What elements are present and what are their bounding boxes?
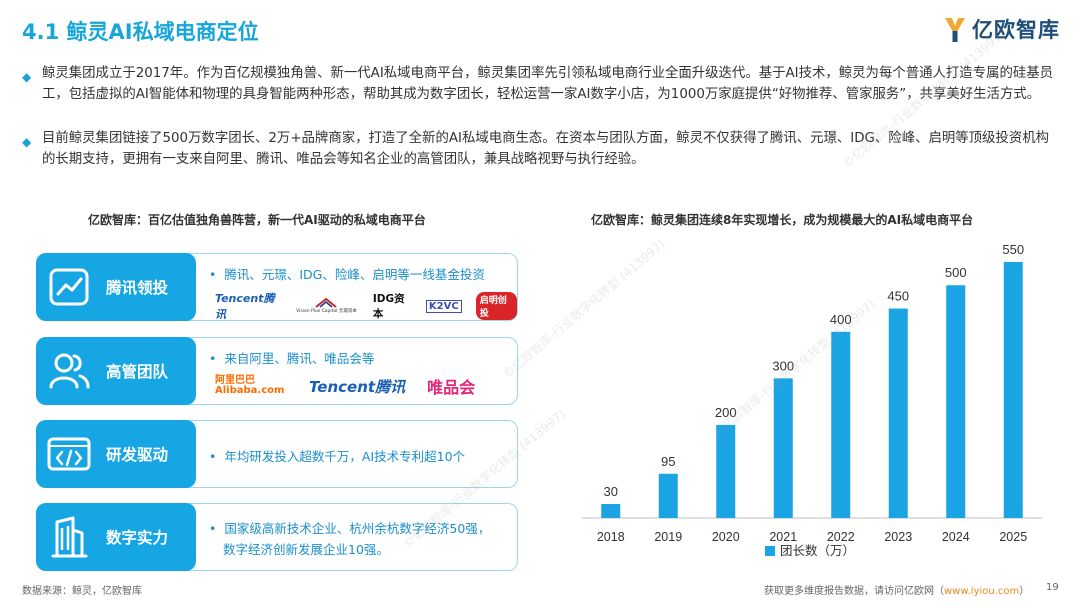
x-tick-2023: 2023 [884, 530, 912, 544]
k2vc-logo: K2VC [425, 299, 462, 313]
paragraph-ecosystem: ◆ 目前鲸灵集团链接了500万数字团长、2万+品牌商家，打造了全新的AI私域电商… [22, 129, 1062, 170]
card-team: 高管团队 • 来自阿里、腾讯、唯品会等 阿里巴巴 Alibaba.com Tenc… [36, 337, 518, 405]
data-label-2024: 500 [945, 265, 967, 280]
brand-logo: 亿欧智库 [942, 14, 1060, 44]
card-investment-label-box: 腾讯领投 [36, 253, 196, 321]
bar-2022 [831, 331, 851, 518]
card-strength-line: • 国家级高新技术企业、杭州余杭数字经济50强， [209, 521, 491, 536]
card-strength-label-box: 数字实力 [36, 503, 196, 571]
bullet-diamond-icon: ◆ [22, 135, 32, 149]
right-panel-title: 亿欧智库：鲸灵集团连续8年实现增长，成为规模最大的AI私域电商平台 [591, 213, 974, 227]
logo-text: 亿欧智库 [972, 18, 1060, 42]
card-rnd-line: • 年均研发投入超数千万，AI技术专利超10个 [209, 449, 466, 464]
building-icon [46, 515, 92, 559]
bar-chart: 30 2018 95 2019 200 2020 300 2021 400 2022 450 2023… [582, 242, 1042, 558]
card-rnd: 研发驱动 • 年均研发投入超数千万，AI技术专利超10个 [36, 420, 518, 488]
vip-logo: 唯品会 [427, 378, 476, 397]
data-label-2019: 95 [661, 454, 675, 469]
bar-2024 [946, 285, 966, 518]
data-label-2023: 450 [887, 289, 909, 304]
code-icon [46, 432, 92, 476]
x-tick-2020: 2020 [712, 530, 740, 544]
idg-logo: IDG资本 [372, 293, 405, 320]
trend-chart-icon [46, 265, 92, 309]
x-tick-2024: 2024 [942, 530, 970, 544]
tencent-logo: Tencent腾讯 [309, 377, 406, 396]
iyiou-link[interactable]: www.iyiou.com [944, 586, 1020, 597]
bar-2019 [658, 473, 678, 518]
x-tick-2019: 2019 [654, 530, 682, 544]
investor-logos: Tencent腾讯 Vision Plus Capital 元璟资本 IDG资本… [215, 290, 518, 322]
card-investment-label: 腾讯领投 [106, 279, 169, 297]
data-label-2018: 30 [604, 484, 618, 499]
left-panel-title: 亿欧智库：百亿估值独角兽阵营，新一代AI驱动的私域电商平台 [88, 213, 426, 227]
x-tick-2018: 2018 [597, 530, 625, 544]
legend-swatch [765, 546, 775, 556]
bar-2018 [601, 504, 621, 518]
bar-2021 [773, 378, 793, 518]
card-strength-label: 数字实力 [106, 529, 169, 547]
card-strength: 数字实力 • 国家级高新技术企业、杭州余杭数字经济50强， 数字经济创新发展企业1… [36, 503, 518, 571]
paragraph-ecosystem-text: 目前鲸灵集团链接了500万数字团长、2万+品牌商家，打造了全新的AI私域电商生态… [42, 131, 1049, 167]
qiming-logo: 启明创投 [475, 292, 518, 320]
page-title: 4.1 鲸灵AI私域电商定位 [22, 20, 259, 44]
card-rnd-label-box: 研发驱动 [36, 420, 196, 488]
page-number: 19 [1046, 582, 1059, 593]
data-label-2020: 200 [715, 405, 737, 420]
data-label-2022: 400 [830, 312, 852, 327]
legend-label: 团长数（万） [780, 543, 855, 558]
bullet-diamond-icon: ◆ [22, 70, 32, 84]
card-team-label: 高管团队 [106, 363, 169, 381]
source-note: 数据来源：鲸灵，亿欧智库 [22, 586, 142, 597]
more-info-note: 获取更多维度报告数据，请访问亿欧网（www.iyiou.com） [764, 586, 1030, 597]
team-icon [46, 349, 92, 393]
tencent-logo: Tencent腾讯 [215, 292, 275, 321]
paragraph-intro: ◆ 鲸灵集团成立于2017年。作为百亿规模独角兽、新一代AI私域电商平台，鲸灵集… [22, 64, 1062, 105]
vision-plus-icon [315, 297, 338, 308]
x-tick-2022: 2022 [827, 530, 855, 544]
bar-2025 [1003, 261, 1023, 518]
alibaba-logo: 阿里巴巴 Alibaba.com [215, 375, 285, 396]
card-investment-line: • 腾讯、元璟、IDG、险峰、启明等一线基金投资 [209, 267, 485, 282]
card-team-line: • 来自阿里、腾讯、唯品会等 [209, 351, 375, 366]
data-label-2021: 300 [772, 358, 794, 373]
x-tick-2021: 2021 [769, 530, 797, 544]
data-label-2025: 550 [1002, 242, 1024, 257]
logo-mark-icon [945, 18, 965, 42]
paragraph-intro-text: 鲸灵集团成立于2017年。作为百亿规模独角兽、新一代AI私域电商平台，鲸灵集团率… [42, 66, 1054, 102]
card-team-label-box: 高管团队 [36, 337, 196, 405]
x-tick-2025: 2025 [999, 530, 1027, 544]
card-rnd-label: 研发驱动 [106, 446, 169, 464]
card-strength-line2: 数字经济创新发展企业10强。 [223, 542, 389, 557]
company-logos: 阿里巴巴 Alibaba.com Tencent腾讯 唯品会 [215, 374, 475, 398]
card-investment: 腾讯领投 • 腾讯、元璟、IDG、险峰、启明等一线基金投资 Tencent腾讯 V… [36, 253, 518, 321]
bar-2023 [888, 308, 908, 518]
vision-plus-logo: Vision Plus Capital 元璟资本 [296, 297, 357, 315]
bar-2020 [716, 424, 736, 518]
